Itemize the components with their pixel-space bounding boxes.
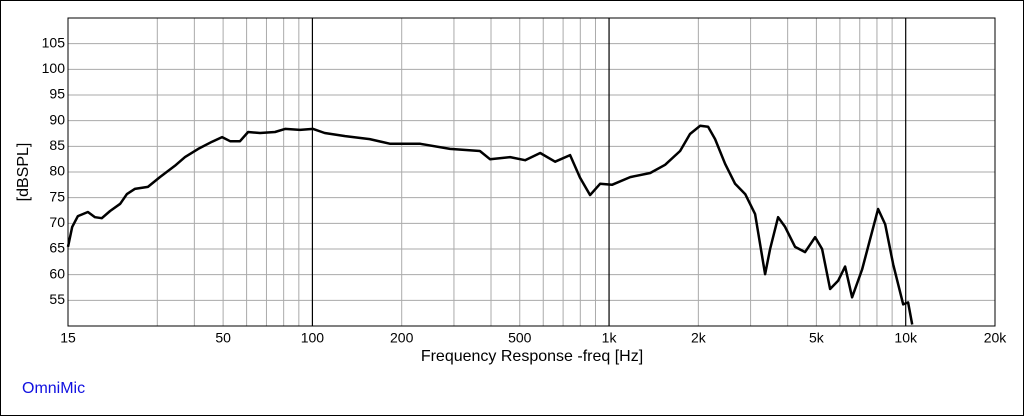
plot-border bbox=[67, 17, 996, 327]
y-tick-label: 85 bbox=[49, 137, 65, 153]
x-tick-label: 500 bbox=[508, 330, 532, 346]
y-tick-label: 60 bbox=[49, 265, 65, 281]
y-tick-label: 80 bbox=[49, 163, 65, 179]
series-line bbox=[66, 124, 914, 325]
x-axis-label: Frequency Response -freq [Hz] bbox=[421, 348, 643, 365]
y-tick-label: 90 bbox=[49, 111, 65, 127]
x-tick-label: 50 bbox=[215, 330, 231, 346]
y-tick-label: 55 bbox=[49, 291, 65, 307]
x-tick-label: 15 bbox=[60, 330, 76, 346]
x-tick-label: 20k bbox=[984, 330, 1008, 346]
y-tick-label: 95 bbox=[49, 86, 65, 102]
y-tick-label: 70 bbox=[49, 214, 65, 230]
x-tick-label: 10k bbox=[894, 330, 918, 346]
annotation: OmniMic bbox=[22, 380, 85, 397]
y-axis-label: [dBSPL] bbox=[15, 143, 32, 202]
x-tick-label: 200 bbox=[390, 330, 414, 346]
y-tick-label: 65 bbox=[49, 240, 65, 256]
y-tick-label: 75 bbox=[49, 188, 65, 204]
x-tick-label: 100 bbox=[301, 330, 325, 346]
y-tick-label: 100 bbox=[42, 60, 66, 76]
x-tick-label: 1k bbox=[602, 330, 618, 346]
x-tick-label: 2k bbox=[691, 330, 707, 346]
x-tick-label: 5k bbox=[809, 330, 825, 346]
y-tick-label: 105 bbox=[42, 34, 66, 50]
